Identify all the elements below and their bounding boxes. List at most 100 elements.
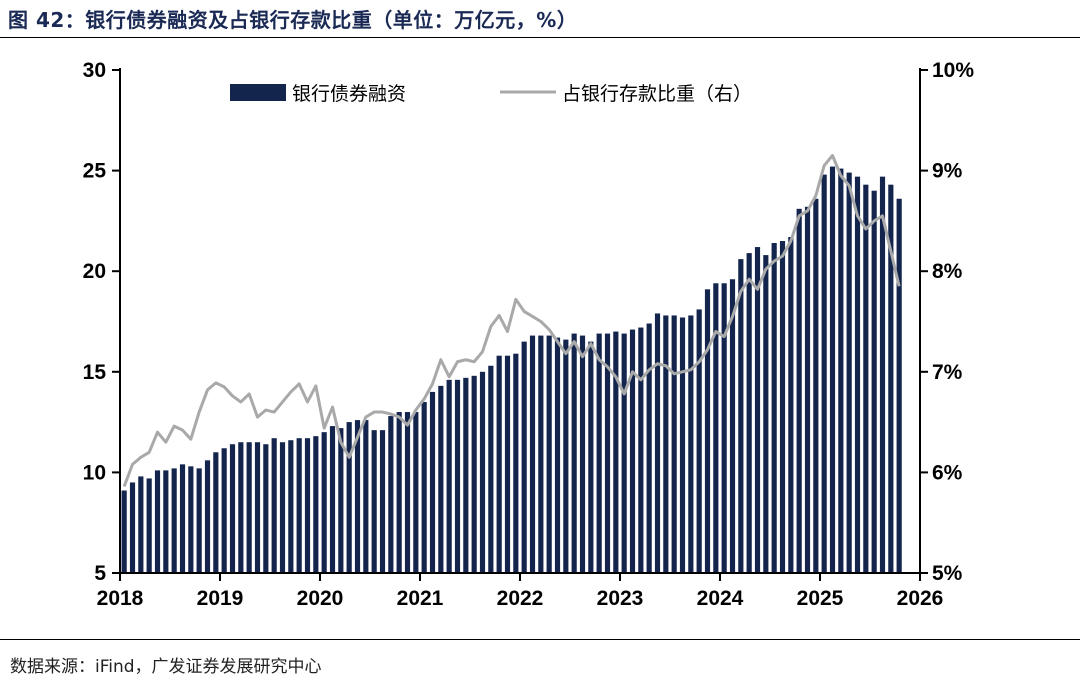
bar — [688, 315, 694, 573]
bar — [788, 237, 794, 573]
bar — [754, 247, 761, 573]
bar — [646, 323, 652, 573]
bar — [271, 438, 277, 573]
bar — [821, 174, 827, 573]
bar — [596, 333, 602, 573]
bar — [304, 438, 311, 573]
right-tick-label: 7% — [932, 361, 963, 384]
bar — [321, 432, 327, 573]
bar — [196, 468, 202, 573]
bar — [813, 198, 819, 573]
bar — [204, 460, 211, 573]
bar — [454, 379, 461, 573]
line-layer — [122, 154, 901, 488]
share-line — [122, 154, 901, 488]
bar — [829, 166, 836, 573]
bars-layer — [121, 166, 902, 574]
bar — [604, 333, 611, 573]
bar — [579, 335, 586, 573]
bar — [504, 355, 511, 573]
bar — [538, 335, 544, 573]
bar — [888, 184, 894, 573]
bar — [263, 444, 269, 573]
bar — [521, 341, 527, 573]
bar — [479, 371, 486, 573]
bar — [896, 198, 902, 573]
bar — [613, 331, 619, 573]
bar — [746, 253, 752, 573]
bar — [729, 279, 736, 573]
bar — [846, 172, 852, 574]
bar — [654, 313, 661, 573]
bar — [854, 176, 861, 573]
bar — [429, 391, 436, 573]
bar — [279, 442, 286, 573]
figure-title: 图 42：银行债券融资及占银行存款比重（单位：万亿元，%） — [8, 8, 578, 32]
x-tick-label: 2020 — [297, 587, 344, 610]
left-tick-label: 25 — [83, 160, 107, 183]
legend: 银行债券融资 占银行存款比重（右） — [230, 83, 752, 105]
bar — [138, 476, 144, 573]
bar — [704, 289, 711, 573]
bar — [554, 337, 561, 573]
left-tick-label: 5 — [94, 562, 106, 585]
bar — [288, 440, 294, 573]
bar — [513, 353, 519, 573]
bar — [771, 243, 777, 573]
bar — [663, 315, 669, 573]
left-tick-label: 10 — [83, 461, 106, 484]
bar — [696, 309, 702, 573]
bar — [438, 385, 444, 573]
left-tick-label: 20 — [83, 260, 106, 283]
legend-bar-swatch — [230, 84, 286, 101]
right-tick-label: 10% — [932, 59, 974, 82]
x-tick-label: 2023 — [597, 587, 644, 610]
bar — [713, 283, 719, 573]
bar — [679, 317, 686, 573]
bar — [546, 335, 552, 573]
bar — [146, 478, 152, 573]
bar — [471, 375, 477, 573]
bar — [329, 426, 336, 573]
bar — [246, 442, 252, 573]
x-tick-label: 2022 — [497, 587, 544, 610]
bar — [213, 452, 219, 573]
bar — [796, 208, 802, 573]
bar — [638, 327, 644, 573]
bar — [188, 466, 194, 573]
bar — [721, 283, 727, 573]
bar — [779, 241, 786, 573]
bar — [171, 468, 177, 573]
bar — [629, 329, 636, 573]
x-tick-label: 2026 — [897, 587, 944, 610]
bar — [838, 168, 844, 573]
bar — [121, 490, 127, 573]
bar — [421, 401, 427, 573]
bar — [404, 412, 411, 573]
bar — [413, 412, 419, 573]
bar — [388, 416, 394, 573]
right-tick-label: 5% — [932, 562, 963, 585]
bar — [363, 420, 369, 573]
bar — [354, 420, 361, 573]
x-tick-label: 2021 — [397, 587, 444, 610]
bar — [738, 259, 744, 573]
bar — [163, 470, 169, 573]
bar — [221, 448, 227, 573]
bar — [129, 482, 136, 573]
bar — [588, 341, 594, 573]
title-divider — [0, 37, 1080, 38]
bar — [463, 377, 469, 573]
left-tick-label: 30 — [83, 59, 106, 82]
bar — [379, 430, 386, 573]
x-tick-label: 2024 — [697, 587, 744, 610]
bar — [563, 339, 569, 573]
legend-bar-label: 银行债券融资 — [292, 83, 406, 105]
bar — [621, 333, 627, 573]
x-tick-label: 2019 — [197, 587, 244, 610]
bar — [529, 335, 536, 573]
source-divider — [0, 639, 1080, 640]
bar — [313, 436, 319, 573]
